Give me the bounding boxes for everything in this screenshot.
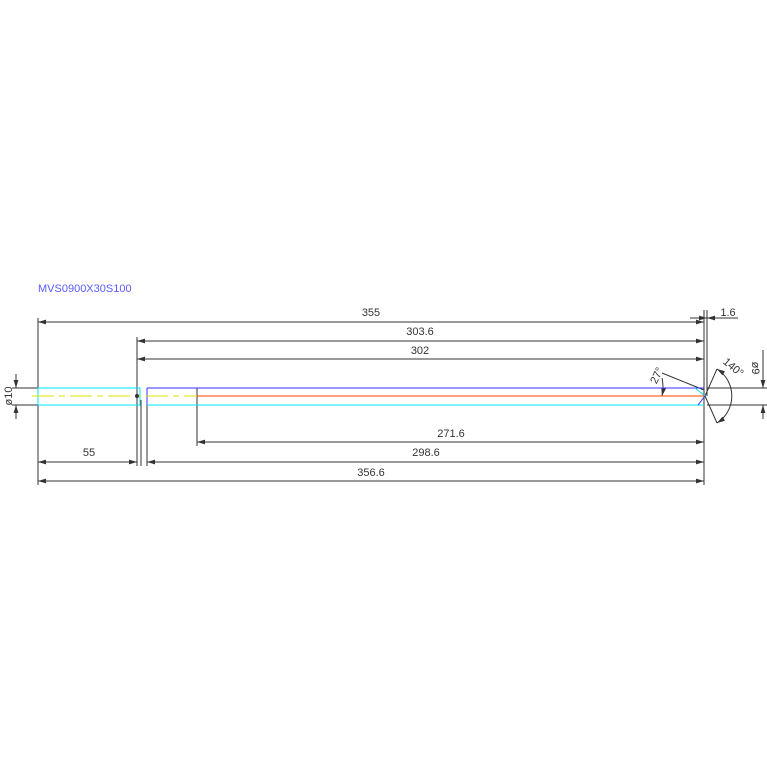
dim-label-271-6: 271.6 xyxy=(437,428,465,440)
tool-body xyxy=(32,387,706,406)
angle-label-27: 27° xyxy=(648,366,666,386)
angle-140-arc xyxy=(716,368,733,424)
dim-label-298-6: 298.6 xyxy=(412,447,440,459)
dim-label-355: 355 xyxy=(362,307,380,319)
dim-label-dia10: ø10 xyxy=(3,387,15,406)
angle-label-140: 140° xyxy=(720,356,745,380)
dim-label-55: 55 xyxy=(83,447,95,459)
part-number-title: MVS0900X30S100 xyxy=(38,283,132,295)
dim-label-302: 302 xyxy=(411,345,429,357)
dim-label-303-6: 303.6 xyxy=(406,326,434,338)
reference-point xyxy=(135,394,139,398)
angle-27-leader xyxy=(661,372,705,391)
dimension-lines xyxy=(13,315,766,484)
extension-lines xyxy=(12,310,767,485)
dim-label-1-6: 1.6 xyxy=(720,307,735,319)
dim-label-dia9: ø9 xyxy=(749,362,761,375)
angle-27-arc xyxy=(661,377,666,397)
dim-label-356-6: 356.6 xyxy=(357,467,385,479)
